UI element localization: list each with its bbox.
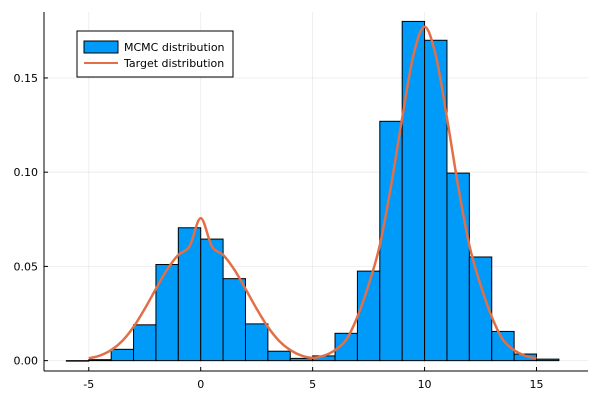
histogram-bar <box>401 20 426 362</box>
histogram-bar <box>379 120 403 362</box>
legend: MCMC distribution Target distribution <box>76 30 234 78</box>
histogram-bar <box>65 360 90 362</box>
histogram-bars <box>65 20 560 362</box>
histogram-bar <box>133 324 157 362</box>
legend-label-mcmc: MCMC distribution <box>124 41 225 54</box>
axes <box>43 12 588 372</box>
histogram-bar <box>222 278 246 362</box>
x-tick-label: 10 <box>418 378 432 391</box>
target-distribution-line <box>88 25 537 360</box>
legend-swatch-mcmc <box>83 40 119 54</box>
legend-label-target: Target distribution <box>123 57 224 70</box>
histogram-bar <box>110 348 135 362</box>
histogram-bar <box>244 323 269 362</box>
histogram-bar <box>446 172 470 362</box>
x-tick-label: 5 <box>309 378 316 391</box>
y-tick-labels: 0.00 0.05 0.10 0.15 <box>14 72 39 368</box>
histogram-bar <box>468 256 493 362</box>
histogram-bar <box>88 359 112 362</box>
y-tick-label: 0.05 <box>14 260 39 273</box>
y-tick-label: 0.00 <box>14 355 39 368</box>
x-tick-label: 0 <box>197 378 204 391</box>
y-tick-label: 0.15 <box>14 72 39 85</box>
histogram-bar <box>200 238 224 362</box>
legend-box <box>76 30 234 78</box>
x-tick-label: -5 <box>83 378 94 391</box>
histogram-bar <box>536 358 560 362</box>
x-tick-labels: -5 0 5 10 15 <box>83 378 543 391</box>
x-tick-label: 15 <box>530 378 544 391</box>
y-tick-label: 0.10 <box>14 166 39 179</box>
histogram-bar <box>267 350 291 362</box>
histogram-bar <box>491 330 515 362</box>
histogram-bar <box>155 264 179 362</box>
target-line-layer <box>88 25 537 360</box>
histogram-bar <box>424 39 448 362</box>
